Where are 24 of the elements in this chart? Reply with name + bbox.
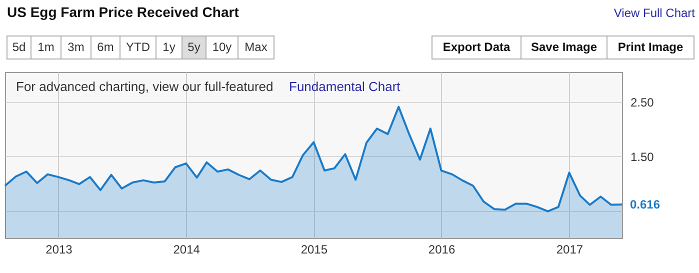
x-tick-label: 2017 <box>556 242 584 256</box>
text: 10y <box>212 40 232 54</box>
chart-title: US Egg Farm Price Received Chart <box>7 4 240 20</box>
text: 1y <box>162 40 176 54</box>
text: 5y <box>188 40 200 54</box>
y-tick-label: 1.50 <box>630 150 654 164</box>
annotation: 0.616 <box>630 197 660 212</box>
text: 5d <box>12 40 26 54</box>
x-tick-label: 2014 <box>173 242 200 256</box>
text: Save Image <box>530 40 598 54</box>
text: Max <box>244 40 268 54</box>
text: YTD <box>126 40 150 54</box>
y-tick-label: 2.50 <box>630 95 654 110</box>
annotation: For advanced charting, view our full-featured <box>16 79 274 94</box>
text: 3m <box>68 40 84 54</box>
x-tick-label: 2015 <box>300 242 328 256</box>
x-tick-label: 2013 <box>46 242 73 256</box>
text: 1m <box>38 40 54 54</box>
text: 6m <box>97 40 114 54</box>
annotation: Fundamental Chart <box>289 79 401 94</box>
text: Export Data <box>442 40 510 54</box>
text: View Full Chart <box>614 6 696 20</box>
x-tick-label: 2016 <box>428 242 456 256</box>
text: Print Image <box>618 40 684 54</box>
